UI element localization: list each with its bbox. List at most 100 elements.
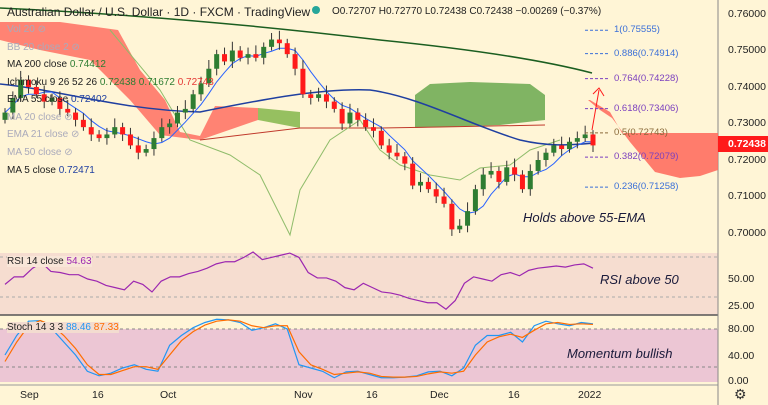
ma200-line xyxy=(0,7,593,74)
candle-down xyxy=(355,112,361,120)
candle-down xyxy=(386,145,392,153)
candle-up xyxy=(206,68,212,84)
legend-bb[interactable]: BB 20 close 2 ⊘ xyxy=(7,42,80,53)
fib-level-label: 0.886(0.74914) xyxy=(614,47,679,59)
candle-down xyxy=(127,134,133,146)
eye-hidden-icon: ⊘ xyxy=(64,147,73,158)
candle-down xyxy=(363,119,369,128)
candle-down xyxy=(512,167,518,175)
fib-level-label: 0.5(0.72743) xyxy=(614,126,668,138)
candle-up xyxy=(182,108,188,113)
candle-down xyxy=(253,54,259,58)
candle-down xyxy=(26,79,32,87)
candle-up xyxy=(504,167,510,182)
candle-down xyxy=(308,94,314,98)
stoch-tick: 40.00 xyxy=(728,350,755,362)
candle-down xyxy=(323,94,329,102)
candle-down xyxy=(276,39,282,44)
candle-up xyxy=(582,134,588,139)
fib-level-label: 0.236(0.71258) xyxy=(614,181,679,193)
ema55-line xyxy=(0,83,596,146)
price-tick: 0.70000 xyxy=(728,227,766,239)
candle-down xyxy=(237,50,243,58)
market-status-icon xyxy=(312,6,320,14)
candle-down xyxy=(519,174,525,190)
candle-up xyxy=(457,225,463,230)
legend-ma5[interactable]: MA 5 close 0.72471 xyxy=(7,165,95,176)
price-tick: 0.73000 xyxy=(728,117,766,129)
candle-down xyxy=(65,108,71,113)
time-tick: Dec xyxy=(430,389,449,401)
settings-gear-icon[interactable]: ⚙ xyxy=(734,386,747,402)
stoch-band xyxy=(0,329,718,382)
candle-down xyxy=(394,152,400,157)
legend-ichimoku[interactable]: Ichimoku 9 26 52 26 0.72438 0.71672 0.72… xyxy=(7,77,214,88)
candle-down xyxy=(33,87,39,95)
candle-up xyxy=(543,152,549,160)
candle-up xyxy=(229,50,235,62)
last-price-badge-bg xyxy=(718,136,768,152)
candle-up xyxy=(465,211,471,226)
eye-hidden-icon: ⊘ xyxy=(71,42,80,53)
candle-down xyxy=(425,181,431,190)
fib-lines xyxy=(585,29,610,188)
fib-level-label: 0.382(0.72079) xyxy=(614,151,679,163)
candle-up xyxy=(488,170,494,175)
candle-down xyxy=(449,203,455,230)
candle-up xyxy=(214,54,220,69)
chart-title: Australian Dollar / U.S. Dollar · 1D · F… xyxy=(7,5,311,19)
candle-down xyxy=(590,134,596,146)
time-tick: Sep xyxy=(20,389,39,401)
candle-up xyxy=(10,97,16,113)
ma5-line xyxy=(4,47,593,214)
candle-down xyxy=(496,170,502,182)
candle-down xyxy=(41,94,47,102)
price-tick: 0.75000 xyxy=(728,44,766,56)
legend-ma20[interactable]: MA 20 close ⊘ xyxy=(7,112,73,123)
time-tick: 16 xyxy=(366,389,378,401)
candle-up xyxy=(159,127,165,139)
candle-up xyxy=(151,138,157,150)
rsi-tick: 50.00 xyxy=(728,273,755,285)
candle-up xyxy=(566,141,572,150)
legend-ma200[interactable]: MA 200 close 0.74412 xyxy=(7,59,106,70)
ohlc-change: −0.00269 (−0.37%) xyxy=(515,6,602,17)
candle-down xyxy=(57,97,63,109)
ichimoku-kijun xyxy=(199,124,546,141)
candle-up xyxy=(143,149,149,153)
legend-rsi[interactable]: RSI 14 close 54.63 xyxy=(7,256,92,267)
ichimoku-cloud-bullish xyxy=(415,82,545,128)
candle-up xyxy=(112,127,118,135)
candle-up xyxy=(527,170,533,190)
time-tick: 16 xyxy=(508,389,520,401)
legend-stoch[interactable]: Stoch 14 3 3 88.46 87.33 xyxy=(7,322,119,333)
eye-hidden-icon: ⊘ xyxy=(64,112,73,123)
legend-ema55[interactable]: EMA 55 close 0.72402 xyxy=(7,94,108,105)
candle-up xyxy=(418,181,424,186)
legend-ma50[interactable]: MA 50 close ⊘ xyxy=(7,147,73,158)
candle-down xyxy=(88,127,94,135)
candles xyxy=(2,30,596,236)
candle-down xyxy=(410,163,416,186)
ohlc-low: L0.72438 xyxy=(424,6,467,17)
legend-vol[interactable]: Vol 20 ⊘ xyxy=(7,24,46,35)
ohlc-high: H0.72770 xyxy=(378,6,423,17)
candle-down xyxy=(402,156,408,164)
stoch-tick: 80.00 xyxy=(728,323,755,335)
legend-ema21[interactable]: EMA 21 close ⊘ xyxy=(7,129,80,140)
candle-up xyxy=(551,145,557,153)
price-tick: 0.76000 xyxy=(728,8,766,20)
candle-up xyxy=(347,112,353,124)
candle-up xyxy=(104,134,110,139)
candle-down xyxy=(80,119,86,128)
candle-down xyxy=(292,54,298,69)
candle-up xyxy=(167,123,173,128)
candle-up xyxy=(2,112,8,120)
candle-up xyxy=(269,39,275,47)
fib-level-label: 0.764(0.74228) xyxy=(614,72,679,84)
stoch-d-line xyxy=(4,319,594,378)
last-price-label: 0.72438 xyxy=(728,138,766,150)
ichimoku-cloud-bearish xyxy=(545,100,718,178)
